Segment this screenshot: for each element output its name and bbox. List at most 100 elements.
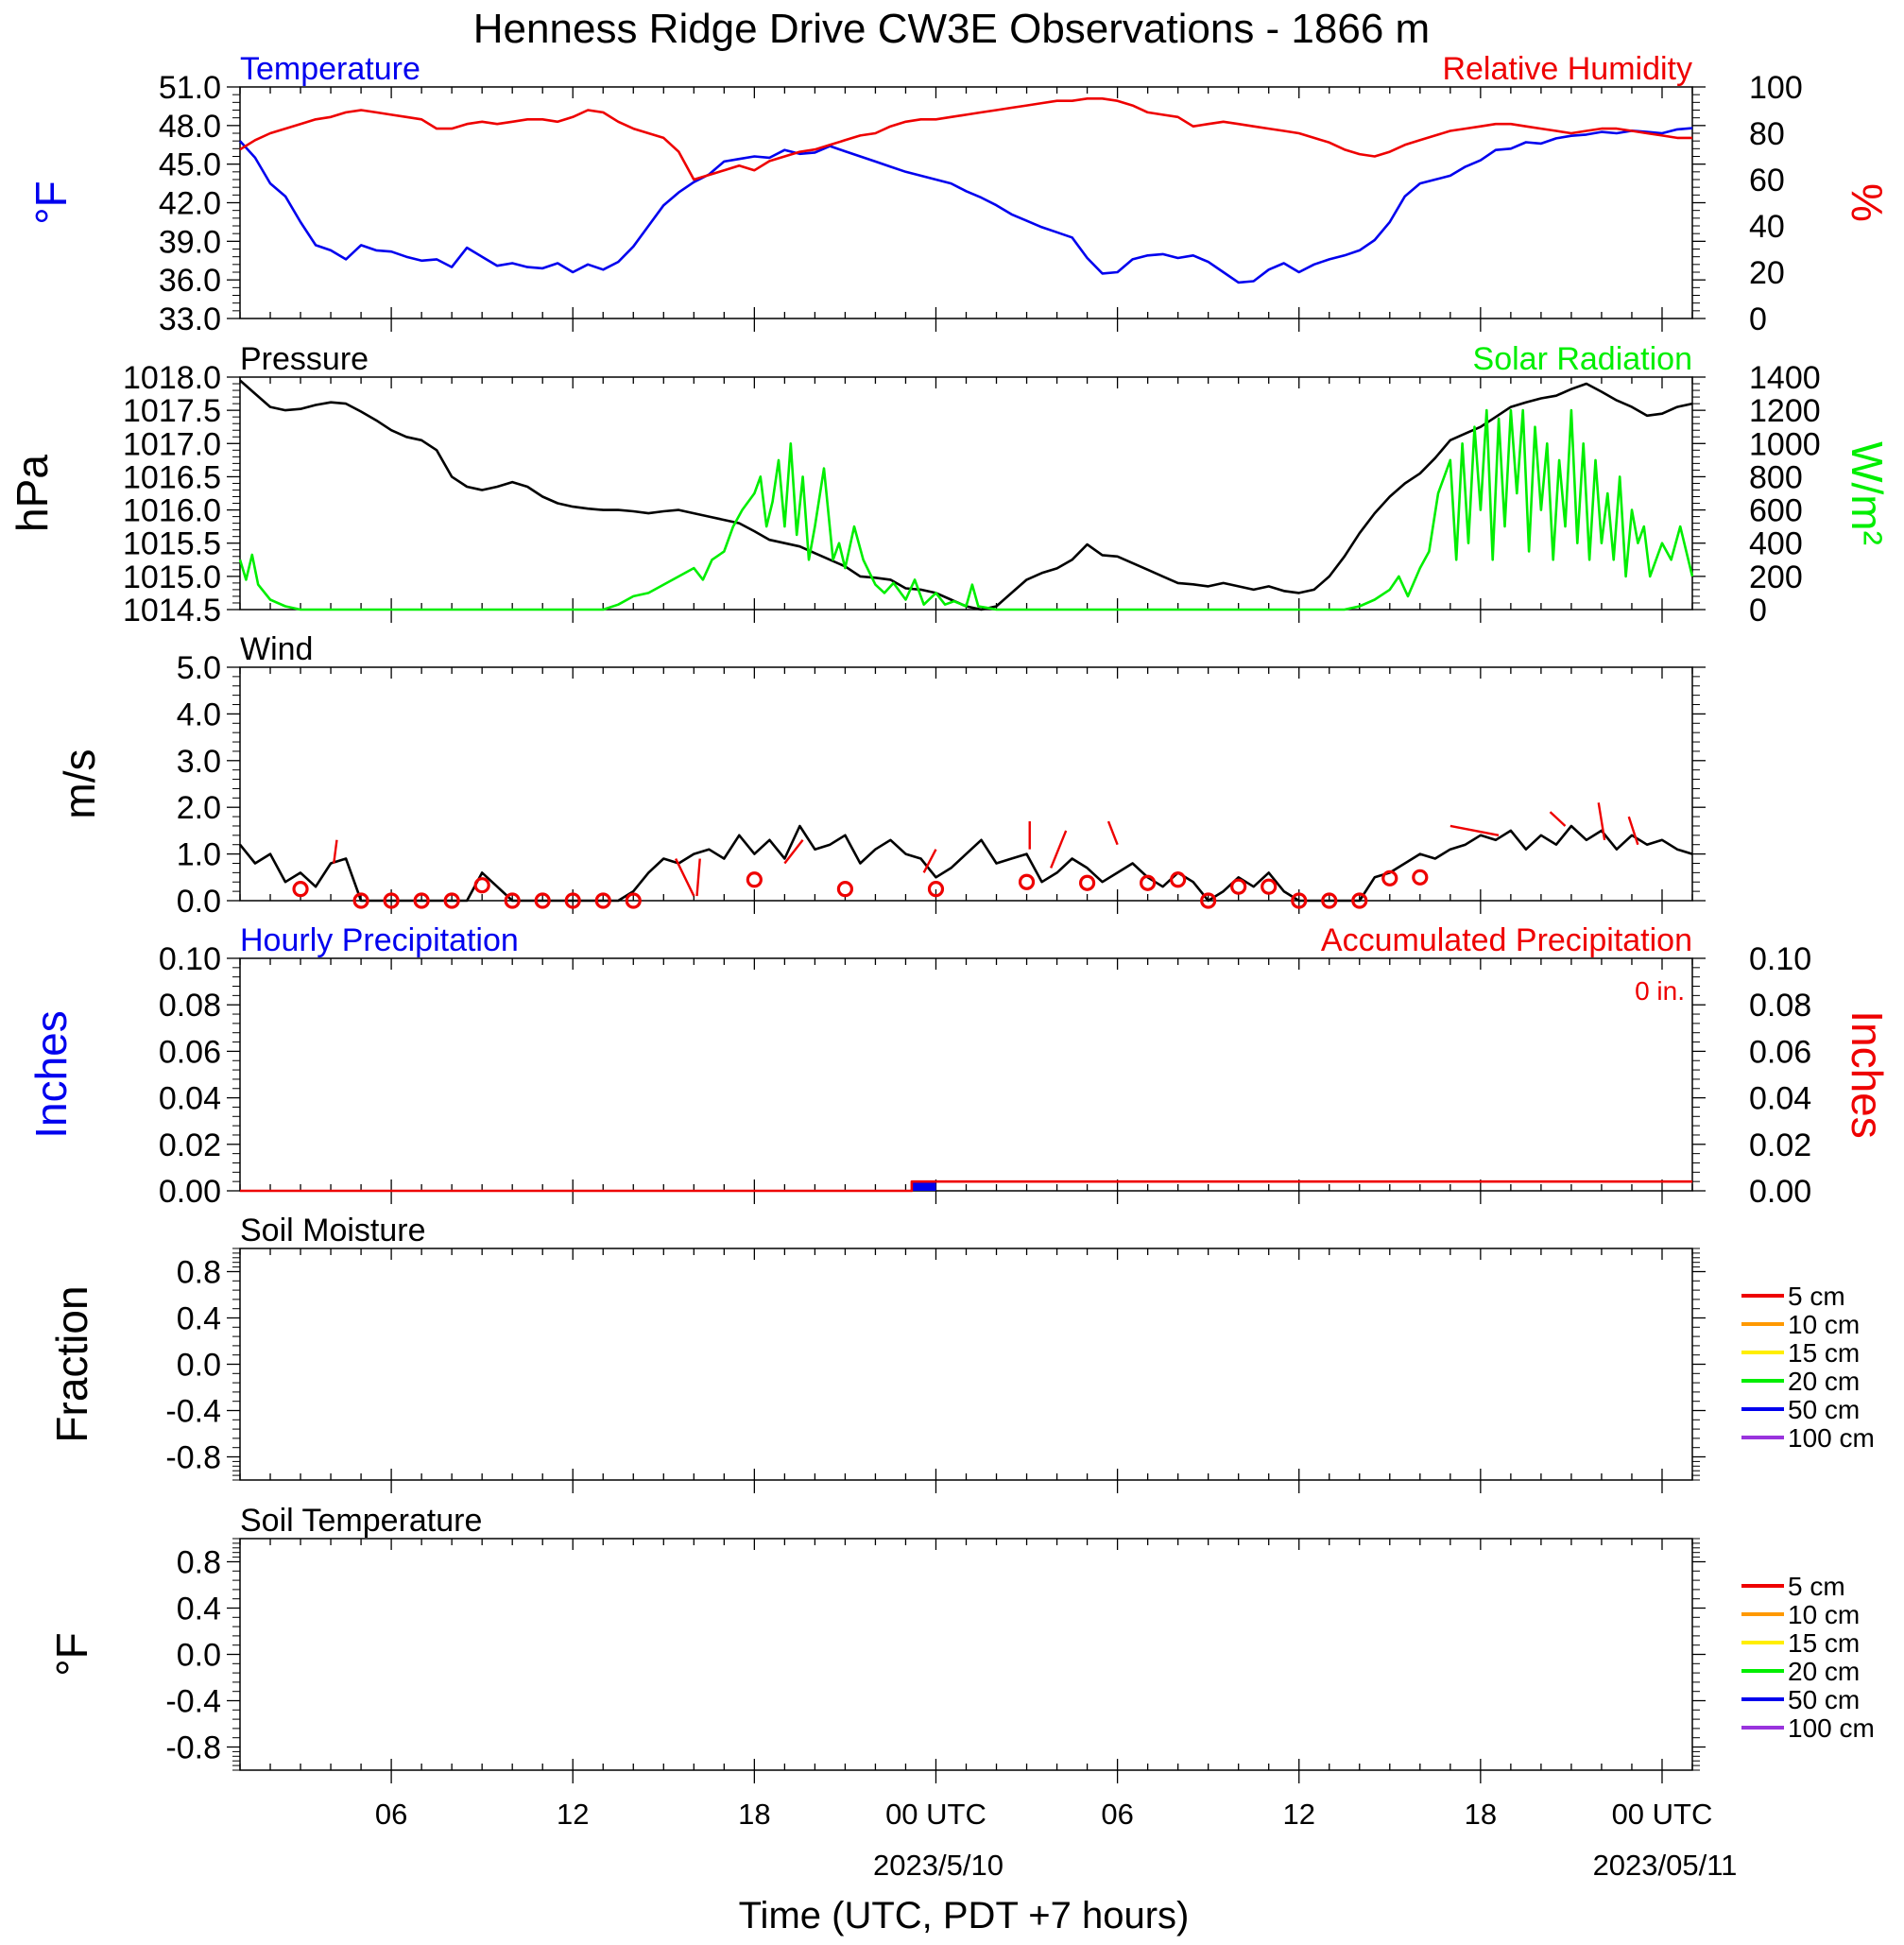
- calm-wind-marker: [1140, 874, 1157, 891]
- y-tick-label: -0.4: [165, 1684, 221, 1720]
- x-tick-label: 12: [557, 1798, 589, 1831]
- legend-label: 20 cm: [1788, 1657, 1860, 1686]
- y-axis-label: Inches: [26, 1010, 76, 1139]
- y-tick-label: 0.8: [177, 1545, 221, 1581]
- y-right-tick-label: 1400: [1749, 360, 1821, 396]
- wind-barb: [1449, 824, 1500, 837]
- wind-barb: [333, 839, 338, 864]
- legend-label: 15 cm: [1788, 1628, 1860, 1658]
- y-tick-label: 0.4: [177, 1592, 221, 1627]
- y-tick-label: 0.06: [159, 1034, 221, 1070]
- calm-wind-marker: [504, 892, 521, 909]
- y-right-tick-label: 100: [1749, 70, 1803, 106]
- y-right-tick-label: 0.00: [1749, 1174, 1811, 1210]
- y-tick-label: -0.8: [165, 1440, 221, 1476]
- y-right-axis-label: %: [1843, 183, 1892, 222]
- calm-wind-marker: [1261, 878, 1278, 895]
- wind-barb: [1549, 811, 1567, 827]
- y-axis-label: °F: [47, 1632, 96, 1677]
- y-tick-label: 48.0: [159, 109, 221, 145]
- precip-bar: [911, 1181, 936, 1191]
- y-tick-label: 1014.5: [123, 593, 221, 628]
- calm-wind-marker: [564, 892, 581, 909]
- wind-barb: [922, 849, 937, 873]
- legend-label: 5 cm: [1788, 1282, 1845, 1311]
- x-tick-label: 00 UTC: [1612, 1798, 1713, 1831]
- y-tick-label: 3.0: [177, 744, 221, 780]
- y-right-tick-label: 60: [1749, 163, 1785, 198]
- series-line-temperature: [239, 127, 1693, 284]
- y-tick-label: 45.0: [159, 147, 221, 183]
- y-tick-label: 0.04: [159, 1081, 221, 1117]
- legend-label: 5 cm: [1788, 1572, 1845, 1601]
- x-tick-label: 18: [738, 1798, 770, 1831]
- y-tick-label: 1015.0: [123, 559, 221, 595]
- y-right-tick-label: 0: [1749, 301, 1767, 337]
- panel-left-title: Soil Temperature: [240, 1503, 482, 1539]
- y-tick-label: -0.8: [165, 1730, 221, 1766]
- y-right-axis-label: Inches: [1843, 1010, 1892, 1139]
- x-axis-label: Time (UTC, PDT +7 hours): [739, 1895, 1190, 1936]
- x-tick-label: 00 UTC: [885, 1798, 986, 1831]
- y-right-tick-label: 0: [1749, 593, 1767, 628]
- legend-label: 100 cm: [1788, 1713, 1875, 1743]
- series-line-solar-radiation: [238, 408, 1694, 611]
- calm-wind-marker: [383, 892, 400, 909]
- y-tick-label: 0.4: [177, 1301, 221, 1337]
- accum-annotation: 0 in.: [1635, 976, 1685, 1006]
- y-tick-label: 1.0: [177, 837, 221, 873]
- legend-label: 50 cm: [1788, 1395, 1860, 1424]
- panel-frame: [239, 1248, 1693, 1481]
- series-line-accumulated-precipitation: [240, 1179, 1692, 1193]
- date-label-2: 2023/05/11: [1593, 1849, 1738, 1882]
- y-right-tick-label: 600: [1749, 493, 1803, 529]
- y-tick-label: 1015.5: [123, 526, 221, 562]
- y-tick-label: 0.10: [159, 941, 221, 977]
- y-tick-label: 39.0: [159, 224, 221, 260]
- wind-barb: [675, 858, 695, 897]
- x-axis: 06 12 18 00 UTC 06 12 18 00 UTC: [375, 1798, 1713, 1831]
- panel-wind: 0.0 1.0 2.0 3.0 4.0 5.0 Wind m/s: [55, 631, 1706, 920]
- y-tick-label: 0.0: [177, 1638, 221, 1674]
- panels: 33.036.039.042.045.048.051.0 0 20 40 60 80 100…: [8, 51, 1892, 1783]
- y-tick-label: 1017.5: [123, 393, 221, 429]
- series-line-relative-humidity: [239, 97, 1692, 181]
- wind-barb: [1106, 820, 1119, 846]
- y-right-tick-label: 80: [1749, 116, 1785, 152]
- y-right-tick-label: 0.10: [1749, 941, 1811, 977]
- y-tick-label: -0.4: [165, 1394, 221, 1430]
- wind-barb: [783, 839, 804, 865]
- calm-wind-marker: [1078, 874, 1096, 891]
- x-tick-label: 12: [1282, 1798, 1314, 1831]
- calm-wind-marker: [927, 881, 945, 898]
- y-tick-label: 0.0: [177, 1348, 221, 1384]
- calm-wind-marker: [473, 877, 490, 894]
- panel-frame: [239, 666, 1693, 902]
- panel-pressure_solar: 1014.51015.01015.51016.01016.51017.01017…: [8, 341, 1892, 628]
- calm-wind-marker: [594, 892, 611, 909]
- panel-left-title: Soil Moisture: [240, 1213, 426, 1248]
- panel-left-title: Pressure: [240, 341, 369, 377]
- panel-frame: [239, 1538, 1693, 1771]
- y-tick-label: 4.0: [177, 697, 221, 732]
- y-tick-label: 0.08: [159, 988, 221, 1024]
- y-right-axis-label: W/m²: [1843, 441, 1892, 545]
- chart-title: Henness Ridge Drive CW3E Observations - …: [473, 6, 1430, 52]
- y-axis-label: hPa: [8, 455, 57, 532]
- panel-left-title: Wind: [240, 631, 313, 667]
- x-tick-label: 06: [1101, 1798, 1133, 1831]
- panel-frame: [239, 376, 1693, 611]
- y-tick-label: 36.0: [159, 263, 221, 299]
- wind-barb: [1050, 830, 1068, 869]
- panel-frame: [239, 957, 1693, 1192]
- y-tick-label: 51.0: [159, 70, 221, 106]
- legend-label: 15 cm: [1788, 1338, 1860, 1368]
- y-right-tick-label: 0.08: [1749, 988, 1811, 1024]
- calm-wind-marker: [534, 892, 551, 909]
- panel-precip: 0.00 0.02 0.04 0.06 0.08 0.10 0.00 0.02 0.04 0.06…: [26, 922, 1892, 1210]
- y-tick-label: 0.02: [159, 1127, 221, 1163]
- legend-label: 10 cm: [1788, 1600, 1860, 1629]
- calm-wind-marker: [746, 871, 763, 888]
- y-tick-label: 1016.0: [123, 493, 221, 529]
